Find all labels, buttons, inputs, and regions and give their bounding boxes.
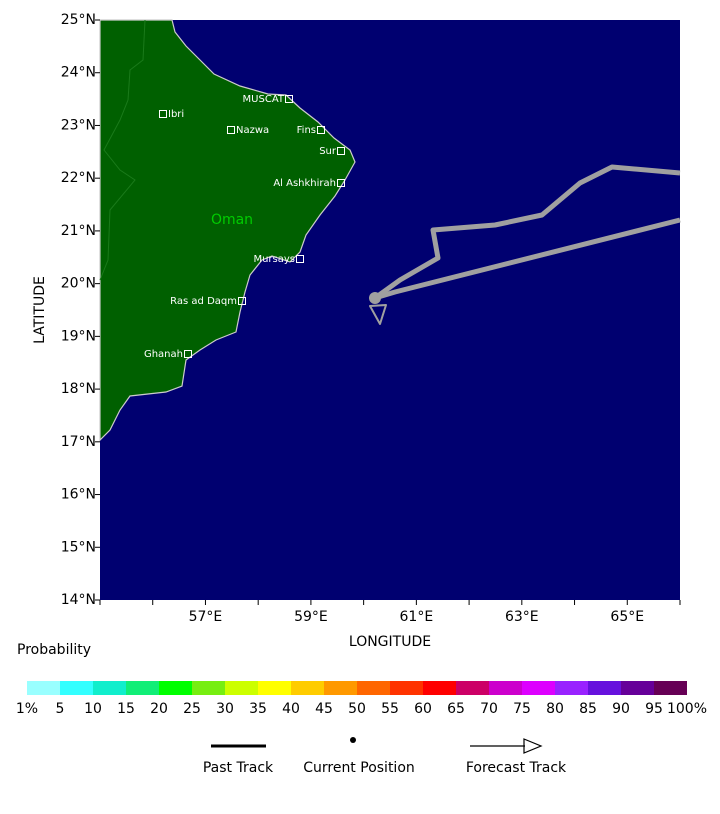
lon-label: 63°E [505, 609, 539, 625]
colorbar-label: 50 [348, 701, 366, 717]
colorbar-label: 35 [249, 701, 267, 717]
city-label: Al Ashkhirah [273, 178, 336, 189]
colorbar-swatch [390, 681, 423, 695]
city-marker [227, 126, 235, 134]
city-marker [159, 110, 167, 118]
past-track [374, 217, 681, 301]
city-marker [317, 126, 325, 134]
colorbar-label: 85 [579, 701, 597, 717]
lat-label: 25°N [61, 12, 96, 28]
current-position [369, 292, 381, 304]
city-marker [184, 350, 192, 358]
lat-label: 16°N [61, 487, 96, 503]
colorbar-swatch [291, 681, 324, 695]
colorbar-label: 20 [150, 701, 168, 717]
border [99, 19, 146, 281]
colorbar-swatch [357, 681, 390, 695]
colorbar-swatch [522, 681, 555, 695]
colorbar-swatch [555, 681, 588, 695]
colorbar-label: 95 [645, 701, 663, 717]
colorbar-label: 55 [381, 701, 399, 717]
colorbar-swatch [225, 681, 258, 695]
colorbar-label: 25 [183, 701, 201, 717]
colorbar-label: 45 [315, 701, 333, 717]
colorbar-swatch [60, 681, 93, 695]
colorbar-title: Probability [17, 642, 91, 658]
lat-label: 20°N [61, 276, 96, 292]
colorbar-label: 75 [513, 701, 531, 717]
city-label: Ibri [168, 109, 184, 120]
lat-label: 17°N [61, 434, 96, 450]
city-marker [337, 179, 345, 187]
lat-label: 21°N [61, 223, 96, 239]
colorbar-swatch [456, 681, 489, 695]
track [369, 164, 681, 325]
colorbar-swatch [654, 681, 687, 695]
colorbar-swatch [258, 681, 291, 695]
colorbar-swatch [588, 681, 621, 695]
city-label: Sur [319, 146, 337, 157]
city-marker [337, 147, 345, 155]
colorbar-swatch [159, 681, 192, 695]
country-label: Oman [211, 212, 253, 228]
colorbar-label: 100% [667, 701, 707, 717]
city-marker [296, 255, 304, 263]
colorbar-swatch [324, 681, 357, 695]
colorbar-swatch [192, 681, 225, 695]
lat-label: 15°N [61, 539, 96, 555]
colorbar-swatch [621, 681, 654, 695]
colorbar-swatch [93, 681, 126, 695]
city-label: Ghanah [144, 349, 183, 360]
city-marker [285, 95, 293, 103]
colorbar-label: 80 [546, 701, 564, 717]
city-label: MUSCAT [243, 94, 285, 105]
lat-label: 23°N [61, 117, 96, 133]
colorbar-label: 70 [480, 701, 498, 717]
city-label: Ras ad Daqm [170, 296, 237, 307]
lat-label: 14°N [61, 592, 96, 608]
colorbar-label: 10 [84, 701, 102, 717]
colorbar-label: 30 [216, 701, 234, 717]
colorbar-swatch [27, 681, 60, 695]
lon-label: 65°E [610, 609, 644, 625]
colorbar-label: 40 [282, 701, 300, 717]
lat-label: 18°N [61, 381, 96, 397]
lat-label: 22°N [61, 170, 96, 186]
colorbar-label: 60 [414, 701, 432, 717]
lon-label: 61°E [400, 609, 434, 625]
lat-label: 24°N [61, 65, 96, 81]
colorbar-label: 5 [56, 701, 65, 717]
colorbar-label: 1% [16, 701, 38, 717]
legend-current-symbol [350, 737, 356, 743]
city-label: Fins [297, 125, 316, 136]
legend-label: Past Track [203, 760, 274, 776]
lon-label: 57°E [189, 609, 223, 625]
forecast-arrow [369, 304, 387, 325]
legend-label: Current Position [303, 760, 415, 776]
lat-label: 19°N [61, 328, 96, 344]
city-label: Mursays [253, 254, 295, 265]
colorbar-label: 90 [612, 701, 630, 717]
colorbar-swatch [423, 681, 456, 695]
past-track [373, 164, 681, 301]
city-label: Nazwa [236, 125, 269, 136]
lon-label: 59°E [294, 609, 328, 625]
colorbar-swatch [489, 681, 522, 695]
colorbar-swatch [126, 681, 159, 695]
colorbar-label: 15 [117, 701, 135, 717]
y-axis-label: LATITUDE [32, 276, 48, 344]
legend-label: Forecast Track [466, 760, 567, 776]
x-axis-label: LONGITUDE [349, 634, 431, 650]
land [99, 19, 356, 442]
city-marker [238, 297, 246, 305]
colorbar-label: 65 [447, 701, 465, 717]
legend-forecast-arrow [523, 738, 543, 754]
